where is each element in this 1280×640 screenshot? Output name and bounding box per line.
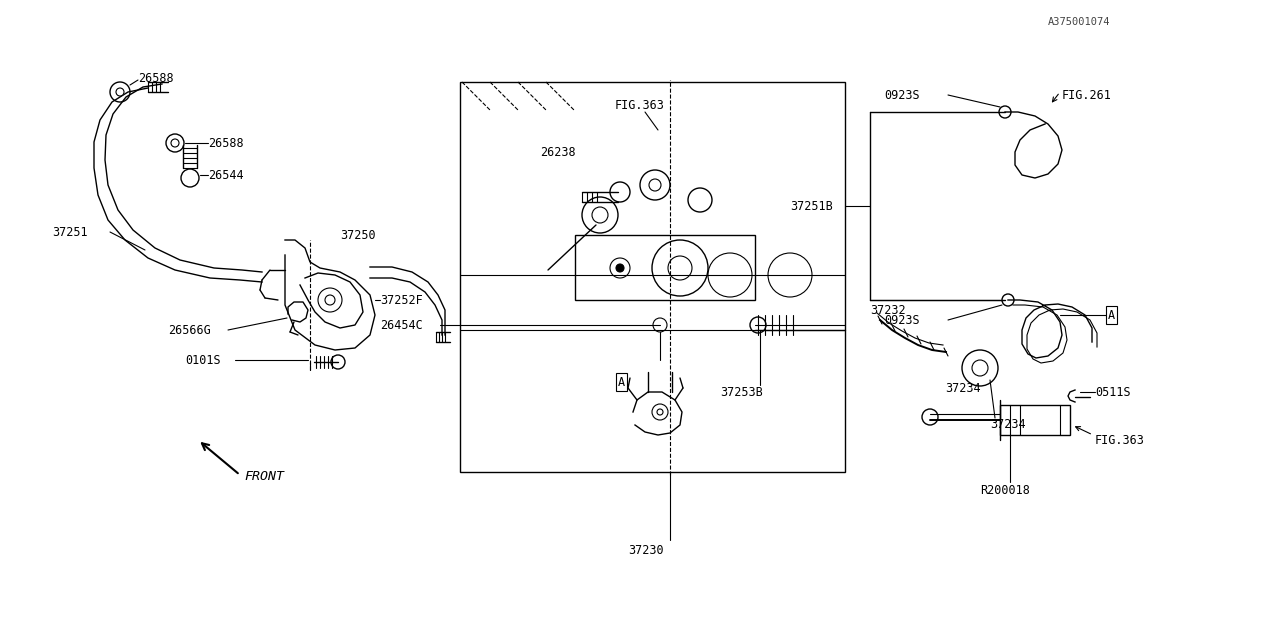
- Text: 37251: 37251: [52, 225, 87, 239]
- Text: FRONT: FRONT: [244, 470, 284, 483]
- Text: 37234: 37234: [945, 381, 980, 394]
- Text: 0101S: 0101S: [186, 353, 220, 367]
- Text: 26588: 26588: [138, 72, 174, 84]
- Text: 0923S: 0923S: [884, 88, 919, 102]
- Text: FIG.363: FIG.363: [614, 99, 664, 111]
- Text: 26454C: 26454C: [380, 319, 422, 332]
- Text: 26238: 26238: [540, 145, 576, 159]
- Text: 37234: 37234: [989, 419, 1025, 431]
- Circle shape: [116, 88, 124, 96]
- Text: 26588: 26588: [209, 136, 243, 150]
- Text: 37230: 37230: [628, 543, 663, 557]
- Bar: [460, 82, 845, 472]
- Bar: [1000, 405, 1070, 435]
- Text: A: A: [618, 376, 625, 388]
- Text: A375001074: A375001074: [1047, 17, 1110, 27]
- Text: 0923S: 0923S: [884, 314, 919, 326]
- Circle shape: [616, 264, 625, 272]
- Text: FIG.363: FIG.363: [1094, 433, 1144, 447]
- Text: 0511S: 0511S: [1094, 385, 1130, 399]
- Circle shape: [172, 139, 179, 147]
- Text: A: A: [1108, 308, 1115, 321]
- Text: 37250: 37250: [340, 228, 375, 241]
- Text: FIG.261: FIG.261: [1062, 88, 1112, 102]
- Text: 37232: 37232: [870, 303, 906, 317]
- Text: 37251B: 37251B: [790, 200, 833, 212]
- Text: R200018: R200018: [980, 483, 1030, 497]
- Circle shape: [657, 409, 663, 415]
- Bar: [575, 235, 755, 300]
- Text: 26566G: 26566G: [168, 323, 211, 337]
- Text: 37252F: 37252F: [380, 294, 422, 307]
- Circle shape: [325, 295, 335, 305]
- Text: 37253B: 37253B: [721, 385, 763, 399]
- Text: 26544: 26544: [209, 168, 243, 182]
